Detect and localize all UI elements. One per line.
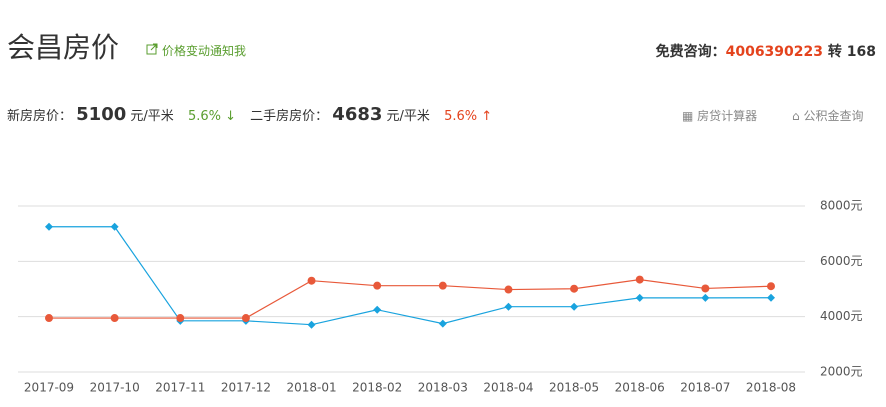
x-tick-label: 2017-12: [221, 381, 271, 395]
point: [635, 293, 644, 302]
x-tick-label: 2018-01: [286, 381, 336, 395]
x-tick-label: 2018-07: [680, 381, 730, 395]
y-tick-label: 2000元: [820, 365, 863, 379]
x-tick-label: 2018-04: [483, 381, 533, 395]
x-tick-label: 2017-10: [90, 381, 140, 395]
fund-label: 公积金查询: [803, 109, 864, 123]
second-price: 4683: [332, 104, 383, 125]
series-line: [49, 226, 772, 326]
ext: 转 168: [827, 44, 876, 60]
phone[interactable]: 4006390223: [725, 44, 824, 60]
point: [307, 320, 316, 329]
second-label: 二手房房价：: [250, 109, 329, 124]
new-unit: 元/平米: [130, 109, 174, 124]
calculator[interactable]: ▦ 房贷计算器: [682, 109, 758, 123]
point: [767, 282, 775, 291]
calculator-label: 房贷计算器: [697, 109, 758, 123]
x-tick-label: 2018-08: [746, 381, 796, 395]
link-icon: [146, 43, 158, 55]
point: [373, 305, 382, 314]
point: [373, 281, 382, 290]
point: [176, 314, 185, 323]
point: [307, 276, 316, 285]
point: [767, 293, 775, 302]
point: [701, 284, 710, 293]
new-price: 5100: [76, 104, 127, 125]
x-tick-label: 2018-02: [352, 381, 402, 395]
point: [570, 302, 579, 311]
x-tick-label: 2017-11: [155, 381, 205, 395]
point: [504, 302, 513, 311]
fund[interactable]: ⌂ 公积金查询: [792, 109, 864, 123]
point: [438, 319, 447, 328]
point: [701, 293, 710, 302]
consult: 免费咨询：4006390223 转 168: [656, 41, 876, 61]
page-title: 会昌房价: [7, 31, 120, 64]
new-label: 新房房价：: [7, 109, 73, 124]
x-tick-label: 2018-03: [418, 381, 468, 395]
consult-label: 免费咨询：: [655, 44, 726, 60]
point: [110, 314, 119, 323]
x-tick-label: 2017-09: [24, 381, 74, 395]
point: [570, 284, 579, 293]
second-change: 5.6% ↑: [444, 109, 493, 124]
point: [438, 281, 447, 290]
point: [45, 222, 53, 231]
price-row: 新房房价： 5100 元/平米 5.6% ↓ 二手房房价： 4683 元/平米 …: [7, 104, 492, 125]
point: [635, 275, 644, 284]
new-change: 5.6% ↓: [187, 109, 236, 124]
series-line: [49, 278, 772, 319]
x-tick-label: 2018-05: [549, 381, 599, 395]
point: [45, 314, 53, 323]
point: [241, 314, 250, 323]
notify-link[interactable]: 价格变动通知我: [162, 44, 247, 58]
point: [504, 285, 513, 294]
y-tick-label: 4000元: [820, 309, 863, 323]
second-unit: 元/平米: [386, 109, 430, 124]
y-tick-label: 6000元: [820, 254, 863, 268]
x-tick-label: 2018-06: [615, 381, 665, 395]
point: [110, 222, 119, 231]
y-tick-label: 8000元: [820, 199, 863, 213]
